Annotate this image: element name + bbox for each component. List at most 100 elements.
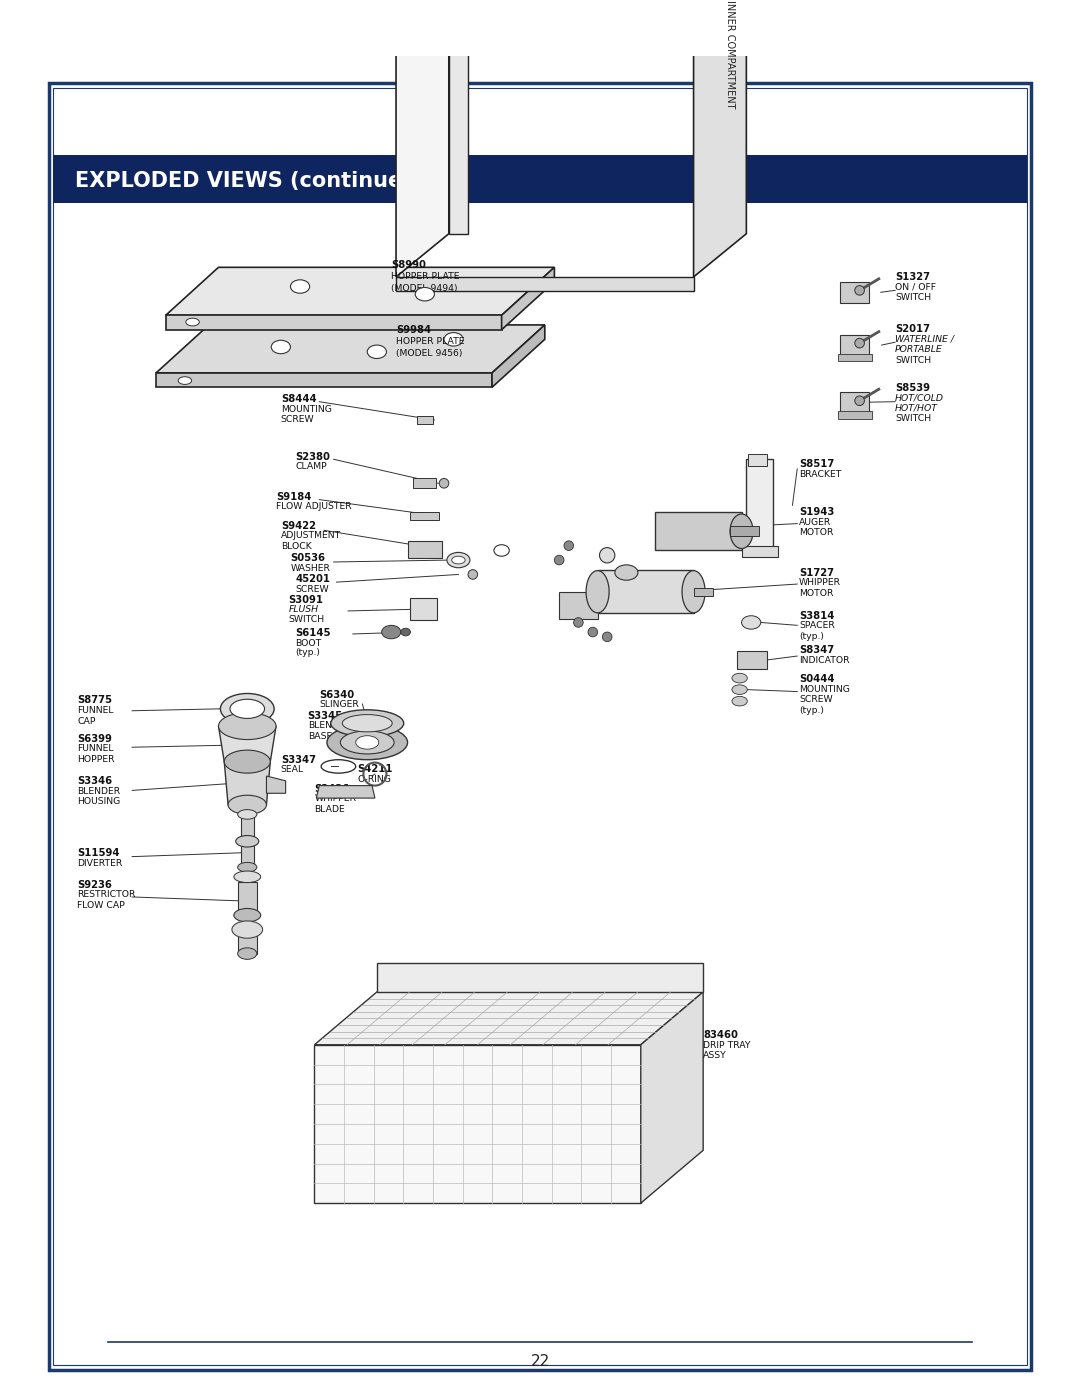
Ellipse shape bbox=[732, 673, 747, 683]
Text: INNER COMPARTMENT: INNER COMPARTMENT bbox=[725, 0, 734, 108]
Polygon shape bbox=[501, 267, 554, 330]
Text: SWITCH: SWITCH bbox=[288, 615, 325, 624]
Text: SEAL: SEAL bbox=[281, 766, 303, 774]
Text: ON / OFF: ON / OFF bbox=[895, 282, 936, 292]
Polygon shape bbox=[225, 761, 270, 805]
Ellipse shape bbox=[494, 545, 510, 556]
Text: MOUNTING: MOUNTING bbox=[281, 405, 332, 414]
Text: S6340: S6340 bbox=[320, 690, 354, 700]
Text: S8347: S8347 bbox=[799, 645, 834, 655]
Ellipse shape bbox=[230, 700, 265, 718]
Polygon shape bbox=[218, 726, 276, 761]
Ellipse shape bbox=[683, 570, 705, 613]
Text: S3347: S3347 bbox=[281, 754, 315, 766]
Circle shape bbox=[588, 627, 597, 637]
Text: O-RING: O-RING bbox=[357, 775, 392, 784]
Text: S3345: S3345 bbox=[308, 711, 342, 721]
Text: WHIPPER: WHIPPER bbox=[314, 795, 356, 803]
Text: HOT/COLD: HOT/COLD bbox=[895, 393, 944, 402]
Text: BOOT: BOOT bbox=[295, 638, 322, 648]
Polygon shape bbox=[165, 316, 501, 330]
Bar bbox=[559, 592, 597, 619]
Text: S1727: S1727 bbox=[799, 567, 834, 578]
Circle shape bbox=[603, 631, 612, 641]
Text: S8517: S8517 bbox=[799, 460, 835, 469]
Ellipse shape bbox=[238, 810, 257, 819]
Text: BLENDER: BLENDER bbox=[308, 721, 351, 731]
Polygon shape bbox=[157, 373, 492, 387]
Ellipse shape bbox=[186, 319, 200, 326]
Text: HOPPER PLATE: HOPPER PLATE bbox=[396, 338, 464, 346]
Text: SCREW: SCREW bbox=[799, 696, 833, 704]
Bar bbox=[410, 598, 437, 620]
Circle shape bbox=[854, 395, 864, 405]
Polygon shape bbox=[165, 267, 554, 316]
Text: 83460: 83460 bbox=[703, 1031, 738, 1041]
Text: S4211: S4211 bbox=[357, 764, 393, 774]
Ellipse shape bbox=[615, 564, 638, 580]
Polygon shape bbox=[316, 785, 375, 798]
Text: MOUNTING: MOUNTING bbox=[799, 685, 850, 694]
Ellipse shape bbox=[330, 710, 404, 736]
Ellipse shape bbox=[444, 332, 463, 346]
Text: DRIP TRAY: DRIP TRAY bbox=[703, 1041, 751, 1051]
Ellipse shape bbox=[232, 921, 262, 939]
Bar bbox=[238, 882, 257, 915]
Text: S9236: S9236 bbox=[78, 880, 112, 890]
Ellipse shape bbox=[340, 731, 394, 754]
Circle shape bbox=[854, 285, 864, 295]
Bar bbox=[730, 527, 759, 536]
Text: EXPLODED VIEWS (continued): EXPLODED VIEWS (continued) bbox=[75, 170, 427, 191]
Text: 45201: 45201 bbox=[295, 574, 330, 584]
Text: BLENDER: BLENDER bbox=[78, 787, 121, 795]
Text: PORTABLE: PORTABLE bbox=[895, 345, 943, 353]
Ellipse shape bbox=[218, 712, 276, 739]
Text: INDICATOR: INDICATOR bbox=[799, 657, 850, 665]
Bar bbox=[417, 416, 432, 423]
Text: S8444: S8444 bbox=[281, 394, 316, 404]
Ellipse shape bbox=[415, 288, 434, 300]
Bar bbox=[656, 513, 742, 550]
Text: (typ.): (typ.) bbox=[799, 631, 824, 641]
Ellipse shape bbox=[234, 908, 260, 922]
Ellipse shape bbox=[271, 341, 291, 353]
Text: AUGER: AUGER bbox=[799, 518, 832, 527]
Text: BLADE: BLADE bbox=[314, 805, 346, 814]
Text: BRACKET: BRACKET bbox=[799, 469, 841, 479]
Bar bbox=[838, 411, 872, 419]
Text: (typ.): (typ.) bbox=[799, 705, 824, 715]
Circle shape bbox=[564, 541, 573, 550]
Text: MOTOR: MOTOR bbox=[799, 590, 834, 598]
Text: S0444: S0444 bbox=[799, 675, 835, 685]
Text: S9422: S9422 bbox=[281, 521, 315, 531]
Circle shape bbox=[468, 570, 477, 580]
Text: SWITCH: SWITCH bbox=[895, 293, 931, 302]
Text: ASSY: ASSY bbox=[703, 1052, 727, 1060]
Bar bbox=[746, 460, 773, 550]
Polygon shape bbox=[492, 326, 544, 387]
Text: FLOW ADJUSTER: FLOW ADJUSTER bbox=[276, 503, 352, 511]
Bar bbox=[414, 479, 436, 488]
Text: BLOCK: BLOCK bbox=[281, 542, 312, 550]
Polygon shape bbox=[396, 0, 449, 277]
Text: FUNNEL: FUNNEL bbox=[78, 705, 113, 715]
Text: CAP: CAP bbox=[78, 717, 96, 725]
Bar bbox=[840, 334, 869, 356]
Ellipse shape bbox=[401, 629, 410, 636]
Bar bbox=[693, 588, 713, 595]
Ellipse shape bbox=[327, 725, 407, 760]
Text: HOT/HOT: HOT/HOT bbox=[895, 404, 939, 412]
Bar bbox=[238, 929, 257, 954]
Bar bbox=[840, 393, 869, 414]
Text: (MODEL 9456): (MODEL 9456) bbox=[396, 349, 462, 358]
Text: FUNNEL: FUNNEL bbox=[78, 745, 113, 753]
Bar bbox=[838, 353, 872, 362]
Polygon shape bbox=[640, 992, 703, 1203]
Ellipse shape bbox=[234, 872, 260, 883]
Text: SCREW: SCREW bbox=[295, 585, 329, 594]
Text: S8539: S8539 bbox=[895, 383, 930, 393]
Text: FLOW CAP: FLOW CAP bbox=[78, 901, 125, 909]
Text: S2017: S2017 bbox=[895, 324, 930, 334]
Text: BASE: BASE bbox=[308, 732, 332, 740]
Bar bbox=[407, 541, 442, 559]
